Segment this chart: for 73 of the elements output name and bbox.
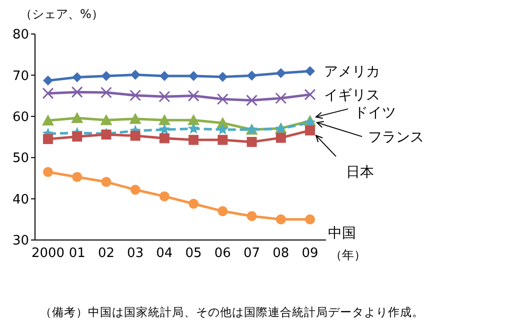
y-axis-title: （シェア、%） bbox=[20, 6, 104, 23]
x-tick-label: 08 bbox=[272, 246, 290, 262]
point bbox=[101, 71, 112, 82]
point bbox=[276, 68, 286, 78]
point bbox=[218, 134, 228, 145]
y-tick-label: 70 bbox=[12, 68, 29, 84]
point bbox=[188, 122, 200, 134]
point bbox=[101, 176, 112, 187]
x-tick-label: 03 bbox=[127, 246, 144, 262]
y-tick-label: 80 bbox=[12, 28, 29, 43]
x-tick-label: 02 bbox=[98, 246, 114, 262]
x-tick-label: 01 bbox=[68, 246, 86, 262]
x-tick-label: 07 bbox=[244, 246, 260, 262]
point bbox=[43, 76, 53, 86]
x-axis-title: （年） bbox=[330, 247, 366, 264]
point bbox=[305, 214, 315, 224]
point bbox=[158, 114, 170, 126]
series-label: イギリス bbox=[324, 88, 380, 104]
x-tick-label: 09 bbox=[302, 246, 318, 262]
series-label: アメリカ bbox=[324, 64, 380, 80]
point bbox=[130, 130, 140, 141]
point bbox=[43, 167, 53, 178]
point bbox=[188, 90, 200, 102]
point bbox=[159, 191, 170, 202]
point bbox=[188, 198, 199, 209]
series-label: 中国 bbox=[328, 225, 356, 242]
point bbox=[158, 124, 170, 134]
y-tick-label: 50 bbox=[12, 151, 29, 166]
text: フランス bbox=[368, 130, 424, 146]
point bbox=[130, 90, 142, 102]
text: 日本 bbox=[346, 164, 374, 180]
point bbox=[188, 134, 199, 145]
point bbox=[188, 71, 199, 82]
x-tick-label: 04 bbox=[156, 246, 173, 262]
point bbox=[71, 86, 83, 98]
point bbox=[72, 72, 82, 82]
point bbox=[100, 86, 112, 98]
y-tick-label: 40 bbox=[12, 192, 29, 208]
point bbox=[129, 112, 142, 124]
point bbox=[159, 133, 170, 144]
point bbox=[246, 70, 257, 81]
point bbox=[275, 92, 287, 104]
x-tick-label: 05 bbox=[185, 246, 202, 262]
point bbox=[218, 206, 228, 216]
point bbox=[71, 112, 84, 124]
point bbox=[130, 184, 140, 195]
x-tick-label: 2000 bbox=[31, 246, 65, 262]
point bbox=[305, 125, 315, 136]
text: ドイツ bbox=[354, 104, 396, 121]
point bbox=[276, 132, 286, 143]
point bbox=[159, 71, 170, 82]
point bbox=[216, 93, 228, 105]
point bbox=[304, 88, 316, 100]
point bbox=[188, 114, 200, 126]
point bbox=[305, 66, 315, 76]
point bbox=[100, 114, 112, 126]
point bbox=[216, 124, 228, 134]
point bbox=[42, 114, 54, 126]
point bbox=[218, 72, 228, 82]
text: （備考）中国は国家統計局、その他は国際連合統計局データより作成。 bbox=[40, 305, 424, 320]
point bbox=[246, 94, 258, 106]
point bbox=[43, 134, 53, 144]
y-tick-label: 30 bbox=[12, 234, 29, 249]
point bbox=[276, 214, 286, 224]
point bbox=[72, 172, 82, 182]
y-tick-label: 60 bbox=[12, 110, 29, 126]
point bbox=[246, 136, 257, 147]
point bbox=[130, 70, 140, 80]
point bbox=[72, 132, 82, 142]
x-tick-label: 06 bbox=[214, 246, 231, 262]
point bbox=[246, 211, 257, 222]
point bbox=[158, 90, 170, 102]
point bbox=[42, 88, 54, 100]
